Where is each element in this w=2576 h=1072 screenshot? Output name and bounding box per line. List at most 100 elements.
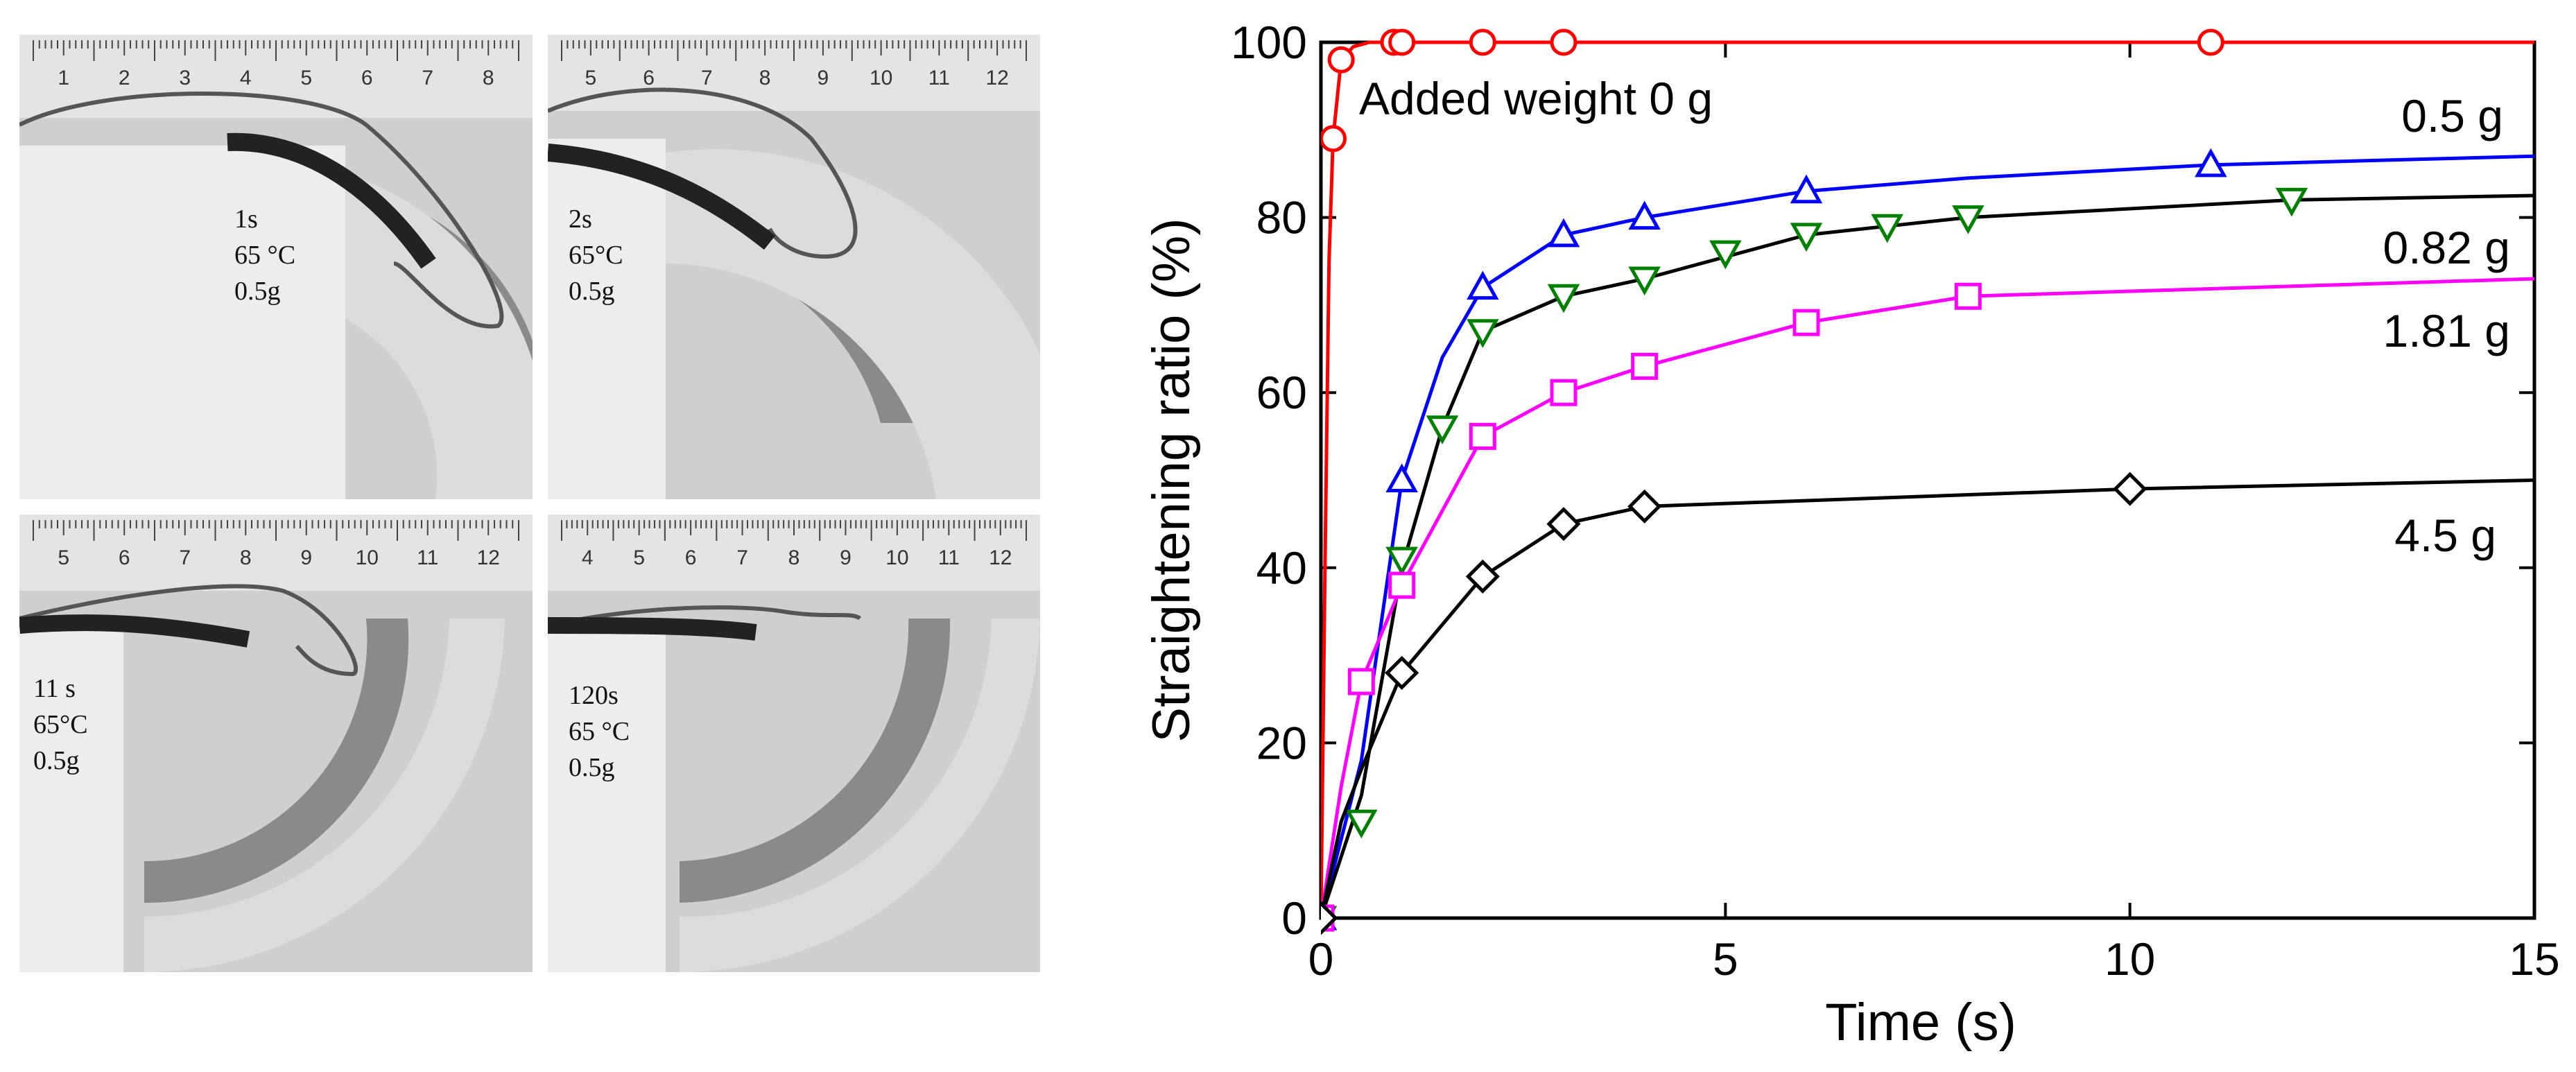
- data-point-1-81-g: [1347, 668, 1375, 695]
- x-tick-label: 5: [1713, 933, 1738, 985]
- series-label: 0.5 g: [2401, 90, 2503, 141]
- ruler-number: 3: [179, 67, 191, 89]
- ruler-number: 7: [736, 546, 748, 569]
- data-point-0-82-g: [1467, 319, 1499, 348]
- data-point-0-82-g: [1628, 266, 1661, 296]
- series-label: Added weight 0 g: [1359, 73, 1713, 124]
- series-line-1-81-g: [1321, 277, 2534, 919]
- series-0-82-g: [1321, 187, 2534, 935]
- ruler-number: 7: [701, 67, 713, 89]
- ruler-number: 5: [633, 546, 645, 569]
- data-point-1-81-g: [1792, 309, 1820, 336]
- series-1-81-g: [1321, 277, 2534, 932]
- plot-frame: [1319, 40, 2536, 920]
- photo-2-weight: 0.5g: [569, 277, 615, 306]
- ruler-number: 6: [361, 67, 373, 89]
- data-point-1-81-g: [1550, 379, 1577, 406]
- data-point-added-weight-0-g: [1321, 125, 1347, 153]
- ruler-number: 12: [989, 546, 1012, 569]
- ruler-number: 7: [179, 546, 191, 569]
- series-label: 1.81 g: [2383, 305, 2511, 356]
- x-tick-label: 15: [2509, 933, 2559, 985]
- y-axis-title: Straightening ratio (%): [1142, 218, 1201, 742]
- data-point-0-82-g: [1709, 240, 1742, 270]
- data-point-0-82-g: [1426, 415, 1459, 444]
- data-point-4-5-g: [1627, 489, 1662, 524]
- ruler-number: 8: [759, 67, 771, 89]
- data-point-added-weight-0-g: [1550, 28, 1577, 56]
- x-axis-title: Time (s): [1825, 993, 2016, 1052]
- y-tick-label: 60: [1256, 367, 1307, 418]
- data-point-1-81-g: [1388, 571, 1416, 599]
- photo-3-temp: 65°C: [33, 710, 88, 739]
- ruler-number: 11: [928, 67, 950, 89]
- x-tick-label: 10: [2104, 933, 2155, 985]
- series-label: 0.82 g: [2383, 222, 2511, 273]
- y-tick-label: 0: [1281, 892, 1307, 944]
- data-point-1-81-g: [1631, 352, 1659, 380]
- photo-panel-2: 5 6 7 8 9 10 11 12 2s 65°C 0.5g: [548, 35, 1040, 499]
- photo-panel-1: 1 2 3 4 5 6 7 8 1s 65 °C 0.5g: [19, 35, 533, 499]
- ruler-number: 10: [885, 546, 908, 569]
- ruler-number: 6: [119, 546, 130, 569]
- data-point-0-5-g: [1547, 218, 1580, 248]
- photo-3-drawing: 5 6 7 8 9 10 11 12: [19, 515, 533, 972]
- ruler-number: 10: [356, 546, 379, 569]
- ruler-number: 9: [300, 546, 312, 569]
- data-point-added-weight-0-g: [1469, 28, 1496, 56]
- y-tick-label: 40: [1256, 542, 1307, 594]
- data-point-4-5-g: [1546, 507, 1581, 542]
- ruler-number: 5: [58, 546, 69, 569]
- photo-2-drawing: 5 6 7 8 9 10 11 12: [548, 35, 1040, 499]
- ruler-number: 6: [685, 546, 697, 569]
- data-point-0-82-g: [1871, 214, 1903, 243]
- data-point-added-weight-0-g: [1388, 28, 1416, 56]
- photo-1-weight: 0.5g: [234, 277, 281, 306]
- ruler-number: 5: [300, 67, 312, 89]
- ruler-number: 12: [985, 67, 1008, 89]
- photo-4-time: 120s: [569, 681, 619, 710]
- data-point-0-82-g: [1790, 223, 1823, 252]
- ruler-number: 7: [422, 67, 433, 89]
- photo-3-weight: 0.5g: [33, 746, 80, 775]
- series-label: 4.5 g: [2394, 510, 2496, 561]
- ruler-number: 8: [788, 546, 800, 569]
- photo-1-drawing: 1 2 3 4 5 6 7 8: [19, 35, 533, 499]
- y-tick-label: 100: [1231, 17, 1307, 68]
- data-point-0-82-g: [1345, 809, 1378, 839]
- photo-4-drawing: 4 5 6 7 8 9 10 11 12: [548, 515, 1040, 972]
- data-point-0-5-g: [2195, 148, 2227, 178]
- photo-panel-4: 4 5 6 7 8 9 10 11 12 120s 65 °C 0.5g: [548, 515, 1040, 972]
- ruler-number: 10: [870, 67, 892, 89]
- series-line-0-5-g: [1321, 154, 2534, 919]
- data-point-0-5-g: [1385, 463, 1418, 492]
- x-tick-label: 0: [1308, 933, 1334, 985]
- data-point-0-82-g: [1547, 284, 1580, 313]
- data-point-0-82-g: [1385, 546, 1418, 576]
- series-line-added-weight-0-g: [1321, 40, 2534, 919]
- photo-4-weight: 0.5g: [569, 753, 615, 782]
- data-point-4-5-g: [1321, 901, 1338, 935]
- photo-1-time: 1s: [234, 205, 258, 234]
- data-point-4-5-g: [2113, 472, 2147, 506]
- series-4-5-g: [1321, 472, 2534, 935]
- photo-3-time: 11 s: [33, 674, 76, 703]
- data-point-0-5-g: [1628, 200, 1661, 230]
- ruler-number: 9: [840, 546, 852, 569]
- series-added-weight-0-g: [1321, 28, 2534, 932]
- data-point-0-82-g: [1952, 205, 1985, 234]
- ruler-number: 1: [58, 67, 69, 89]
- ruler-number: 8: [240, 546, 252, 569]
- data-point-1-81-g: [1954, 282, 1982, 310]
- y-tick-label: 80: [1256, 192, 1307, 243]
- ruler-number: 4: [240, 67, 252, 89]
- data-point-4-5-g: [1385, 655, 1419, 690]
- data-point-0-82-g: [2275, 187, 2308, 217]
- ruler-number: 9: [818, 67, 829, 89]
- series-line-4-5-g: [1321, 478, 2534, 919]
- series-0-5-g: [1321, 148, 2534, 931]
- data-point-1-81-g: [1469, 422, 1496, 450]
- photo-1-temp: 65 °C: [234, 241, 296, 270]
- y-tick-label: 20: [1256, 717, 1307, 768]
